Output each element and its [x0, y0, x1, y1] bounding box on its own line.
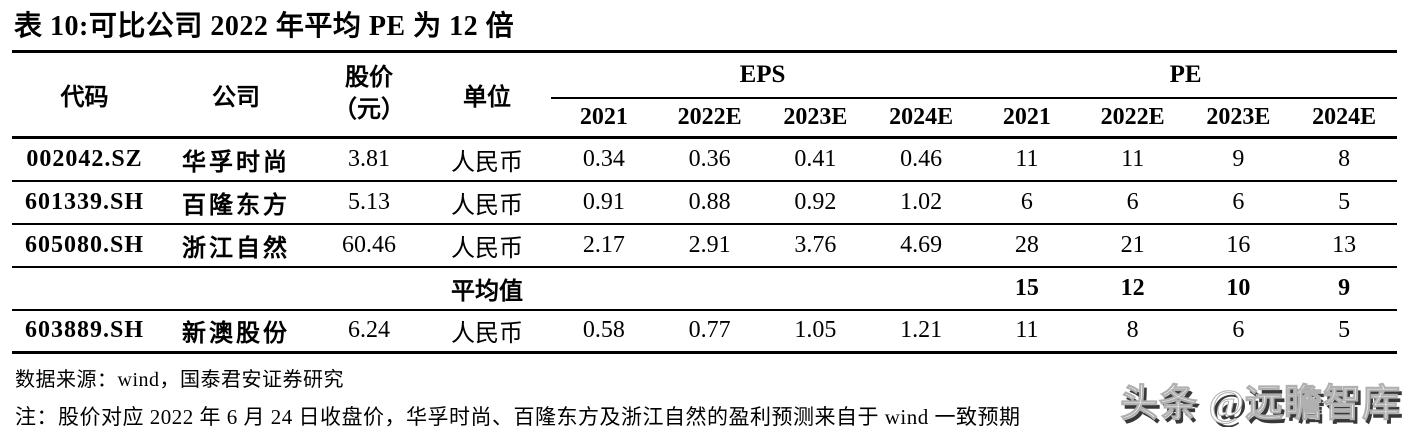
table-row: 603889.SH 新澳股份 6.24 人民币 0.58 0.77 1.05 1…	[12, 309, 1398, 353]
cell-company: 华孚时尚	[182, 149, 290, 176]
cell-eps-2024e: 1.21	[900, 317, 943, 344]
group-header-eps: EPS	[551, 51, 975, 99]
cell-pe-2021: 15	[1014, 274, 1039, 301]
cell-pe-2021: 11	[1015, 145, 1039, 172]
col-header-pe-2021: 2021	[1002, 103, 1051, 130]
col-header-pe-2022e: 2022E	[1100, 103, 1165, 130]
cell-eps-2021: 0.34	[582, 145, 625, 172]
table-header: 代码 公司 股价 （元） 单位 EPS PE 2021 2022E 2023E …	[12, 51, 1398, 138]
cell-price: 5.13	[348, 188, 390, 215]
cell-eps-2022e	[657, 267, 763, 310]
cell-eps-2023e	[763, 267, 869, 310]
cell-pe-2021: 11	[1015, 317, 1039, 344]
cell-eps-2024e: 0.46	[900, 145, 943, 172]
cell-pe-2022e: 11	[1121, 145, 1145, 172]
cell-eps-2021: 0.91	[582, 188, 625, 215]
cell-eps-2022e: 0.88	[688, 188, 731, 215]
cell-unit: 人民币	[451, 235, 523, 262]
cell-eps-2021	[551, 267, 657, 310]
cell-eps-2022e: 2.91	[688, 231, 731, 258]
cell-pe-2023e: 16	[1226, 231, 1251, 258]
cell-eps-2023e: 1.05	[794, 317, 837, 344]
cell-price: 3.81	[348, 145, 390, 172]
cell-code: 603889.SH	[24, 317, 144, 344]
cell-pe-2023e: 6	[1232, 317, 1245, 344]
col-header-pe-2024e: 2024E	[1312, 103, 1377, 130]
watermark-toutiao: 头条 @远瞻智库	[1120, 383, 1401, 426]
cell-code: 601339.SH	[24, 188, 144, 215]
cell-pe-2021: 6	[1020, 188, 1033, 215]
cell-pe-2024e: 5	[1338, 188, 1351, 215]
cell-eps-2022e: 0.77	[688, 317, 731, 344]
cell-company	[157, 267, 315, 310]
col-header-company: 公司	[212, 85, 260, 111]
group-header-pe: PE	[974, 51, 1398, 99]
footnote-line: 注：股价对应 2022 年 6 月 24 日收盘价，华孚时尚、百隆东方及浙江自然…	[15, 405, 1021, 427]
cell-price	[315, 267, 423, 310]
col-header-price-line1: 股价	[345, 65, 393, 92]
cell-eps-2024e: 1.02	[900, 188, 943, 215]
cell-company: 新澳股份	[182, 321, 290, 348]
data-source-line: 数据来源：wind，国泰君安证券研究	[15, 369, 344, 391]
cell-eps-2024e	[868, 267, 974, 310]
cell-code	[12, 267, 157, 310]
col-header-code: 代码	[60, 85, 109, 111]
col-header-eps-2021: 2021	[579, 103, 628, 130]
table-row: 601339.SH 百隆东方 5.13 人民币 0.91 0.88 0.92 1…	[12, 180, 1398, 224]
table-row: 002042.SZ 华孚时尚 3.81 人民币 0.34 0.36 0.41 0…	[12, 138, 1397, 181]
cell-price: 6.24	[348, 317, 390, 344]
cell-pe-2022e: 21	[1120, 231, 1145, 258]
cell-company: 百隆东方	[182, 192, 290, 219]
cell-pe-2024e: 13	[1332, 231, 1357, 258]
col-header-pe-2023e: 2023E	[1206, 103, 1271, 130]
col-header-price-line2: （元）	[333, 96, 405, 123]
cell-eps-2022e: 0.36	[688, 145, 731, 172]
cell-code: 002042.SZ	[26, 145, 143, 172]
cell-pe-2022e: 12	[1120, 274, 1145, 301]
cell-code: 605080.SH	[24, 231, 144, 258]
comparable-companies-table: 代码 公司 股价 （元） 单位 EPS PE 2021 2022E 2023E …	[12, 50, 1398, 354]
cell-unit: 人民币	[451, 321, 523, 348]
table-row: 605080.SH 浙江自然 60.46 人民币 2.17 2.91 3.76 …	[12, 223, 1398, 267]
cell-pe-2021: 28	[1014, 231, 1039, 258]
cell-pe-2024e: 5	[1338, 317, 1351, 344]
cell-eps-2023e: 0.92	[794, 188, 837, 215]
cell-eps-2021: 0.58	[582, 317, 625, 344]
col-header-eps-2023e: 2023E	[783, 103, 848, 130]
cell-pe-2023e: 9	[1232, 145, 1245, 172]
cell-company: 浙江自然	[182, 235, 290, 262]
table-row-average: 平均值 15 12 10 9	[12, 266, 1398, 310]
cell-unit: 平均值	[451, 278, 523, 305]
cell-eps-2021: 2.17	[582, 231, 625, 258]
col-header-eps-2022e: 2022E	[677, 103, 742, 130]
cell-unit: 人民币	[451, 192, 523, 219]
col-header-unit: 单位	[463, 85, 511, 111]
cell-pe-2023e: 6	[1232, 188, 1245, 215]
page-title: 表 10:可比公司 2022 年平均 PE 为 12 倍	[14, 11, 515, 42]
cell-pe-2024e: 8	[1338, 145, 1351, 172]
cell-eps-2023e: 3.76	[794, 231, 837, 258]
cell-eps-2024e: 4.69	[900, 231, 943, 258]
cell-pe-2022e: 6	[1126, 188, 1139, 215]
cell-pe-2024e: 9	[1338, 274, 1351, 301]
col-header-price: 股价 （元）	[315, 52, 423, 138]
cell-unit: 人民币	[451, 149, 523, 176]
cell-eps-2023e: 0.41	[794, 145, 837, 172]
cell-pe-2023e: 10	[1226, 274, 1251, 301]
cell-pe-2022e: 8	[1126, 317, 1139, 344]
col-header-eps-2024e: 2024E	[889, 103, 954, 130]
cell-price: 60.46	[342, 231, 396, 258]
